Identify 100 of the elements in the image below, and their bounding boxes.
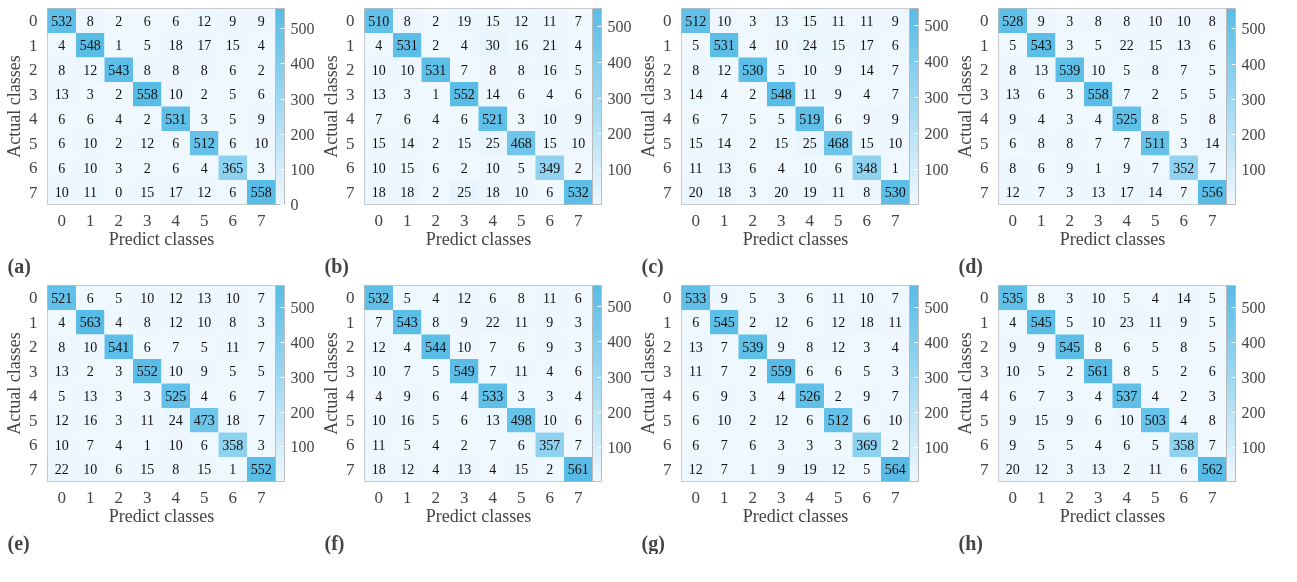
data-label: 548	[770, 87, 792, 103]
data-label: 6	[172, 13, 180, 29]
text: (c)	[641, 254, 664, 278]
data-label: 2	[834, 388, 842, 404]
data-label: 365	[222, 160, 244, 176]
data-label: 8	[1208, 413, 1216, 429]
data-label: 6	[806, 315, 814, 331]
y-tick-label: 3	[346, 84, 355, 104]
data-label: 11	[372, 437, 386, 453]
y-tick-label: 4	[346, 386, 355, 406]
y-tick-label: 4	[29, 109, 38, 129]
color-bar-label: 500	[290, 20, 315, 38]
data-label: 8	[1066, 136, 1074, 152]
x-axis-title: Predict classes	[1059, 505, 1166, 526]
data-label: 6	[834, 160, 842, 176]
data-label: 10	[888, 413, 903, 429]
y-tick-label: 6	[663, 435, 672, 455]
y-tick-label: 3	[663, 361, 672, 381]
data-label: 6	[692, 315, 700, 331]
y-tick-label: 6	[980, 435, 989, 455]
color-bar-label: 500	[1241, 20, 1266, 38]
data-label: 15	[514, 462, 529, 478]
data-label: 498	[510, 413, 532, 429]
x-axis-title: Predict classes	[742, 228, 849, 249]
color-bar-label: 300	[607, 368, 632, 386]
data-label: 6	[403, 111, 411, 127]
data-label: 2	[115, 136, 123, 152]
data-label: 12	[1005, 185, 1020, 201]
data-label: 4	[574, 388, 582, 404]
data-label: 1	[229, 462, 237, 478]
data-label: 7	[1180, 62, 1188, 78]
data-label: 558	[136, 87, 158, 103]
data-label: 11	[514, 364, 528, 380]
data-label: 11	[83, 185, 97, 201]
data-label: 5	[143, 38, 151, 54]
data-label: 5	[749, 111, 757, 127]
data-label: 13	[774, 13, 789, 29]
data-label: 7	[720, 111, 728, 127]
data-label: 11	[689, 364, 703, 380]
data-label: 12	[83, 62, 98, 78]
data-label: 562	[1201, 462, 1223, 478]
y-tick-label: 7	[980, 182, 989, 202]
data-label: 5	[777, 111, 785, 127]
y-tick-label: 6	[663, 158, 672, 178]
y-tick-label: 3	[663, 84, 672, 104]
y-tick-label: 3	[980, 361, 989, 381]
data-label: 9	[891, 111, 899, 127]
data-label: 18	[859, 315, 874, 331]
data-label: 6	[574, 413, 582, 429]
y-tick-label: 0	[346, 11, 355, 31]
data-label: 16	[400, 413, 415, 429]
data-label: 10	[1119, 413, 1134, 429]
y-axis-title: Actual classes	[955, 55, 975, 158]
x-tick-label: 5	[1151, 210, 1160, 230]
x-tick-label: 4	[488, 487, 498, 507]
data-label: 6	[86, 290, 94, 306]
data-label: 5	[432, 364, 440, 380]
data-label: 7	[1037, 388, 1045, 404]
data-label: 556	[1201, 185, 1223, 201]
data-label: 2	[574, 160, 582, 176]
x-tick-label: 5	[1151, 487, 1160, 507]
x-tick-label: 3	[777, 487, 786, 507]
data-label: 6	[863, 413, 871, 429]
y-tick-label: 5	[980, 410, 989, 430]
data-label: 10	[254, 136, 269, 152]
y-tick-label: 5	[29, 410, 38, 430]
data-label: 18	[168, 38, 183, 54]
data-label: 541	[108, 339, 130, 355]
x-tick-label: 0	[57, 210, 66, 230]
data-label: 548	[79, 38, 101, 54]
data-label: 10	[802, 160, 817, 176]
data-label: 6	[200, 437, 208, 453]
y-tick-label: 5	[980, 133, 989, 153]
data-label: 10	[717, 13, 732, 29]
data-label: 12	[831, 462, 846, 478]
data-label: 2	[200, 87, 208, 103]
data-label: 2	[749, 413, 757, 429]
data-label: 543	[396, 315, 418, 331]
data-label: 10	[400, 62, 415, 78]
data-label: 535	[1002, 290, 1024, 306]
data-label: 9	[257, 111, 265, 127]
data-label: 6	[692, 437, 700, 453]
data-label: 13	[1034, 62, 1049, 78]
x-tick-label: 0	[374, 487, 383, 507]
data-label: 521	[482, 111, 504, 127]
data-label: 4	[403, 339, 411, 355]
y-tick-label: 1	[346, 312, 355, 332]
data-label: 7	[257, 413, 265, 429]
y-tick-label: 2	[29, 337, 38, 357]
data-label: 7	[1151, 160, 1159, 176]
data-label: 18	[717, 185, 732, 201]
data-label: 10	[859, 290, 874, 306]
data-label: 13	[457, 462, 472, 478]
data-label: 14	[717, 136, 732, 152]
data-label: 5	[200, 339, 208, 355]
data-label: 15	[831, 38, 846, 54]
data-label: 4	[200, 160, 208, 176]
y-tick-label: 7	[29, 459, 38, 479]
data-label: 5	[1180, 87, 1188, 103]
data-label: 15	[140, 185, 155, 201]
